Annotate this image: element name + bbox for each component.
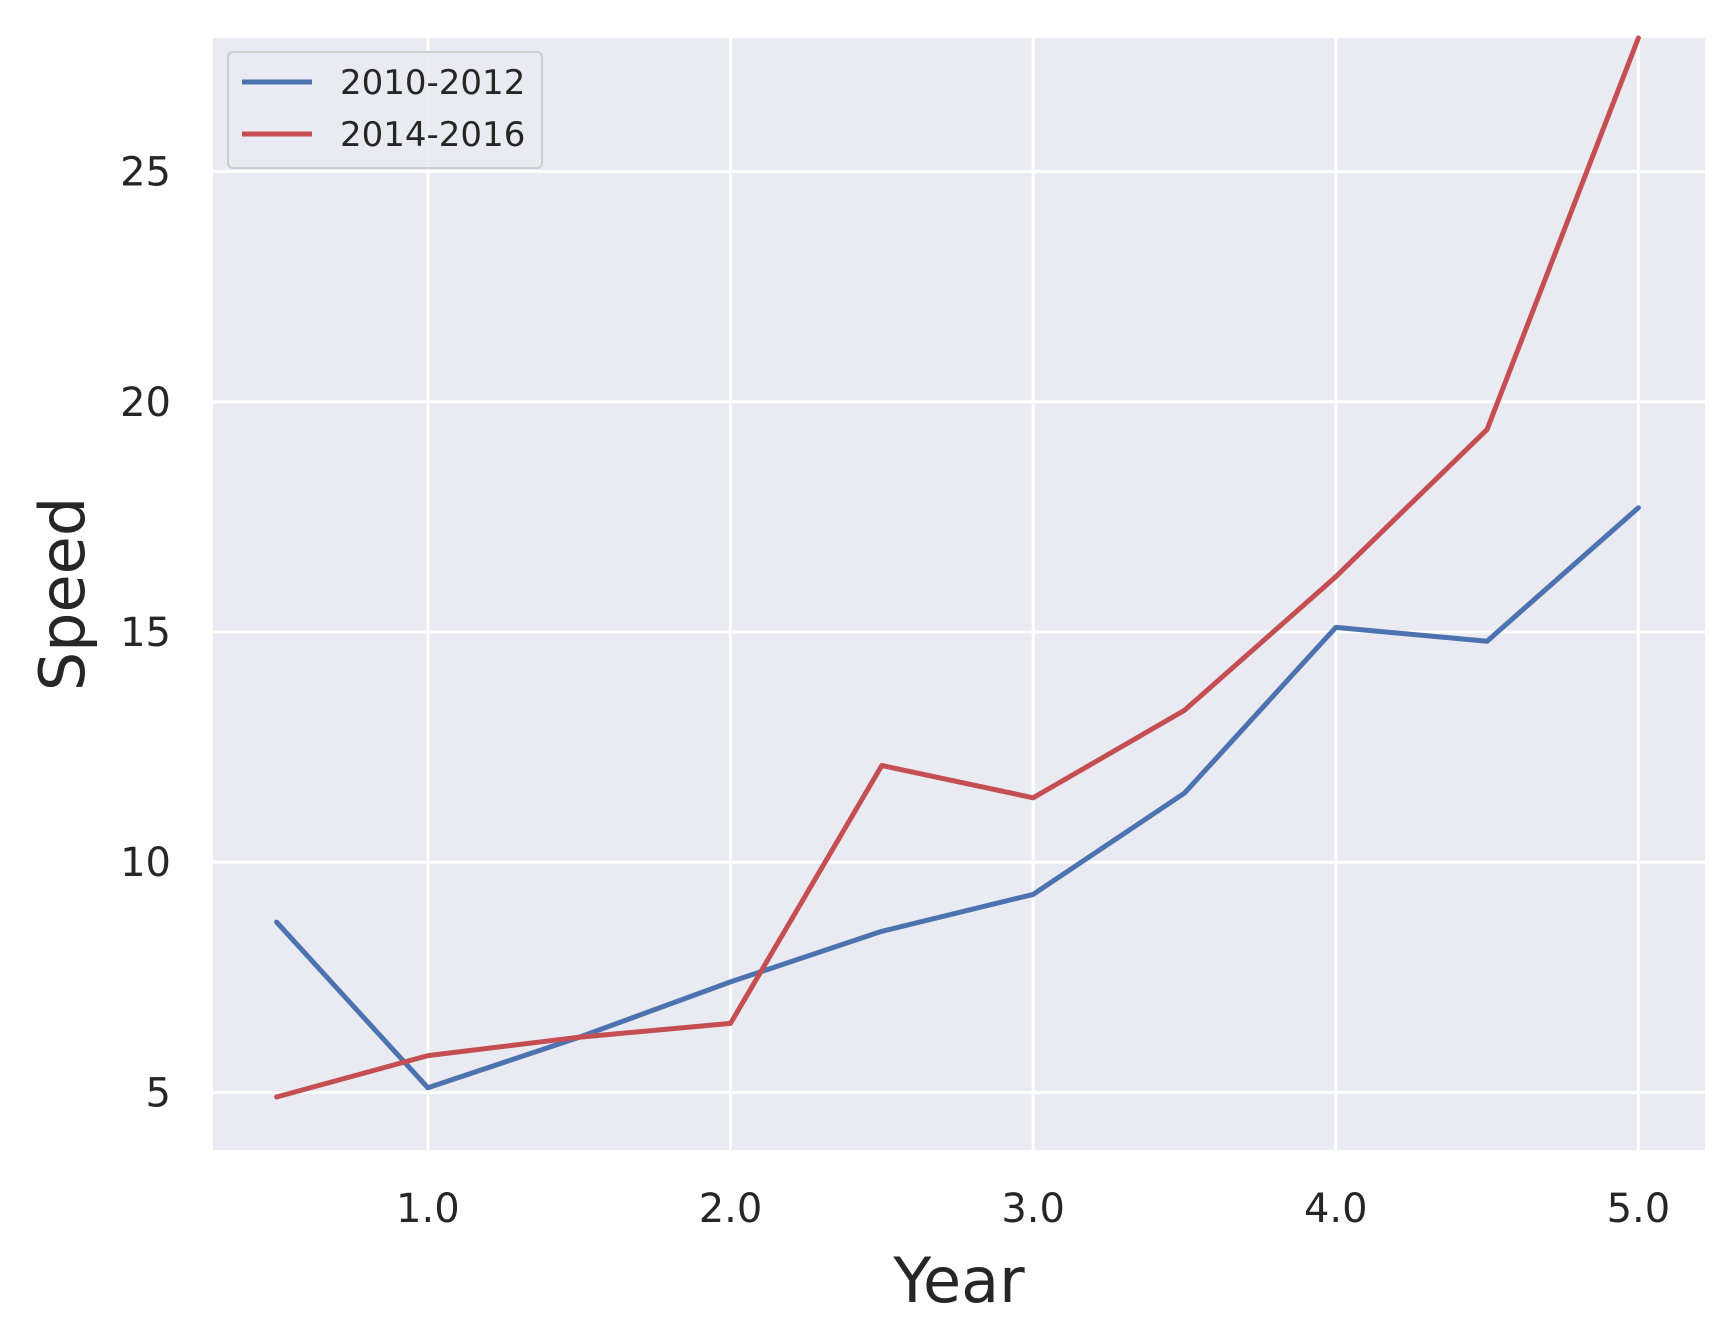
series-line-1 (274, 505, 1641, 1091)
legend-label-1: 2010-2012 (340, 63, 525, 103)
grid-lines (213, 38, 1705, 1150)
y-tick-label: 5 (146, 1070, 171, 1116)
y-tick-label: 25 (120, 150, 171, 196)
plot-area (213, 38, 1705, 1150)
series-line-2 (274, 35, 1641, 1100)
series-lines (274, 35, 1641, 1100)
legend: 2010-2012 2014-2016 (227, 51, 543, 169)
x-tick-label: 3.0 (1001, 1186, 1065, 1232)
x-tick-label: 2.0 (699, 1186, 763, 1232)
y-tick-label: 10 (120, 840, 171, 886)
y-axis-ticks: 5 10 15 20 25 (120, 150, 171, 1117)
x-tick-label: 5.0 (1607, 1186, 1671, 1232)
y-axis-label: Speed (26, 497, 99, 691)
y-tick-label: 15 (120, 610, 171, 656)
legend-label-2: 2014-2016 (340, 115, 525, 155)
x-tick-label: 1.0 (396, 1186, 460, 1232)
y-tick-label: 20 (120, 380, 171, 426)
x-axis-ticks: 1.0 2.0 3.0 4.0 5.0 (396, 1186, 1670, 1232)
x-axis-label: Year (892, 1244, 1025, 1317)
x-tick-label: 4.0 (1304, 1186, 1368, 1232)
